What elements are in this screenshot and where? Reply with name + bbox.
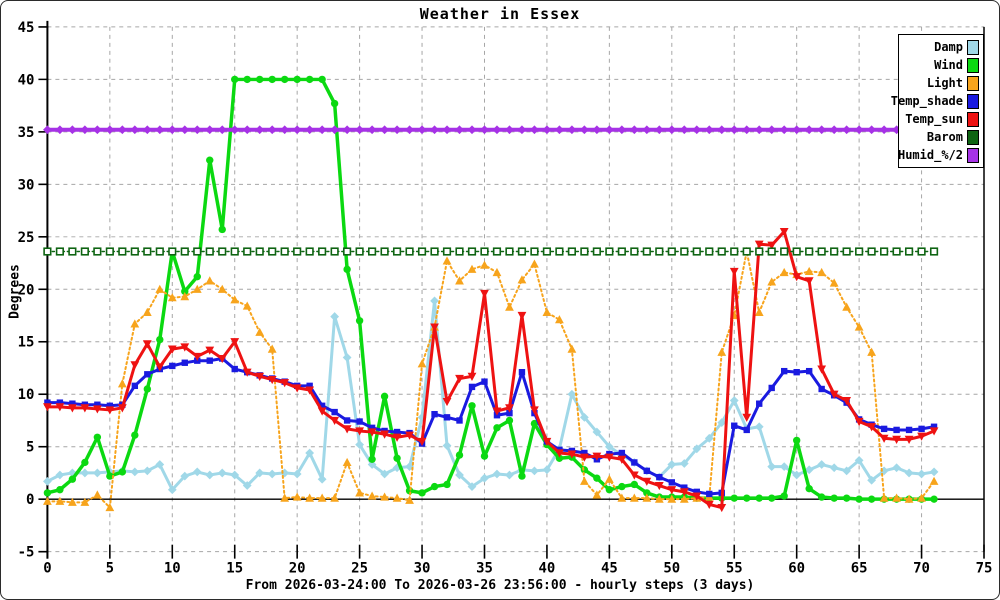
chart-title: Weather in Essex [419, 5, 581, 23]
svg-text:5: 5 [106, 561, 114, 577]
svg-text:40: 40 [18, 72, 35, 88]
svg-text:20: 20 [289, 561, 306, 577]
legend-label-barom: Barom [926, 130, 963, 144]
svg-text:10: 10 [18, 387, 35, 403]
tick-labels: -5 0 5 10 15 20 25 30 35 40 45 0 5 10 15 20 25 30 35 40 45 50… [18, 20, 993, 577]
legend-item-light: Light [901, 74, 979, 92]
legend-item-damp: Damp [901, 38, 979, 56]
legend-item-barom: Barom [901, 128, 979, 146]
svg-text:15: 15 [226, 561, 243, 577]
legend-swatch-wind [967, 57, 979, 73]
svg-text:65: 65 [851, 561, 868, 577]
series-light [43, 246, 939, 512]
svg-text:35: 35 [476, 561, 493, 577]
svg-text:30: 30 [414, 561, 431, 577]
legend: Damp Wind Light Temp_shade Temp_sun Barom Humi… [891, 34, 984, 168]
svg-text:70: 70 [913, 561, 930, 577]
svg-text:75: 75 [976, 561, 993, 577]
legend-item-temp-shade: Temp_shade [891, 92, 979, 110]
legend-swatch-humid-2 [967, 147, 979, 163]
svg-text:15: 15 [18, 335, 35, 351]
legend-label-damp: Damp [934, 40, 963, 54]
legend-label-wind: Wind [934, 58, 963, 72]
svg-text:20: 20 [18, 282, 35, 298]
svg-text:40: 40 [539, 561, 556, 577]
svg-text:45: 45 [18, 20, 35, 36]
legend-label-temp-shade: Temp_shade [890, 94, 963, 108]
legend-swatch-damp [967, 39, 979, 55]
svg-text:25: 25 [18, 230, 35, 246]
svg-text:0: 0 [26, 492, 34, 508]
svg-text:10: 10 [164, 561, 181, 577]
series-barom [43, 247, 939, 256]
legend-item-humid-2: Humid_%/2 [897, 146, 979, 164]
legend-item-wind: Wind [901, 56, 979, 74]
legend-label-humid-2: Humid_%/2 [897, 148, 963, 162]
legend-swatch-light [967, 75, 979, 91]
series-humid-2 [43, 125, 939, 135]
series-temp-sun [43, 227, 939, 513]
legend-label-light: Light [926, 76, 963, 90]
x-axis-label: From 2026-03-24:00 To 2026-03-26 23:56:0… [245, 578, 755, 593]
svg-text:0: 0 [43, 561, 51, 577]
legend-swatch-barom [967, 129, 979, 145]
svg-text:45: 45 [601, 561, 618, 577]
svg-text:55: 55 [726, 561, 743, 577]
legend-swatch-temp-shade [967, 93, 979, 109]
legend-swatch-temp-sun [967, 111, 979, 127]
svg-text:25: 25 [351, 561, 368, 577]
legend-item-temp-sun: Temp_sun [901, 110, 979, 128]
svg-text:30: 30 [18, 177, 35, 193]
legend-label-temp-sun: Temp_sun [905, 112, 963, 126]
svg-text:5: 5 [26, 440, 34, 456]
svg-text:-5: -5 [18, 545, 35, 561]
svg-text:35: 35 [18, 125, 35, 141]
svg-text:60: 60 [788, 561, 805, 577]
svg-text:50: 50 [663, 561, 680, 577]
